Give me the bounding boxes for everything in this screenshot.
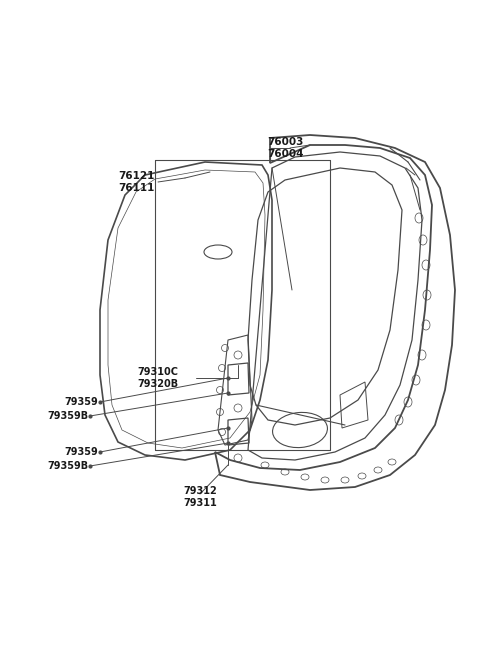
Text: 76121
76111: 76121 76111 bbox=[119, 171, 155, 193]
Text: 79310C
79320B: 79310C 79320B bbox=[137, 367, 178, 389]
Text: 79312
79311: 79312 79311 bbox=[183, 486, 217, 508]
Text: 79359: 79359 bbox=[64, 397, 98, 407]
Text: 79359B: 79359B bbox=[47, 411, 88, 421]
Text: 76003
76004: 76003 76004 bbox=[267, 137, 303, 159]
Text: 79359: 79359 bbox=[64, 447, 98, 457]
Text: 79359B: 79359B bbox=[47, 461, 88, 471]
